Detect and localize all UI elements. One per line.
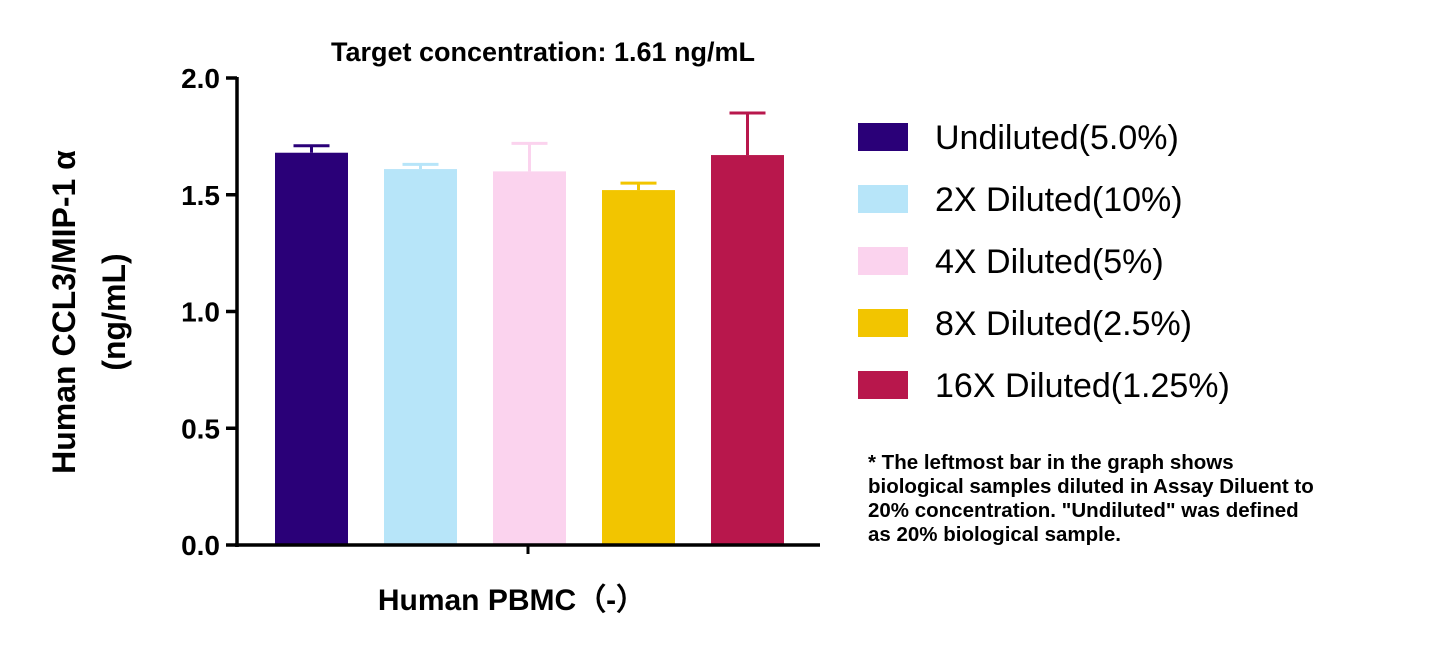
y-axis-label: Human CCL3/MIP-1 α (ng/mL) bbox=[46, 150, 132, 474]
legend-label-4: 8X Diluted(2.5%) bbox=[935, 305, 1192, 343]
bar-1 bbox=[275, 152, 348, 545]
x-axis-label: Human PBMC（-） bbox=[378, 583, 646, 617]
y-axis-label-line-1: Human CCL3/MIP-1 α bbox=[46, 150, 82, 474]
chart-title: Target concentration: 1.61 ng/mL bbox=[331, 37, 755, 67]
footnote-line-2: biological samples diluted in Assay Dilu… bbox=[868, 475, 1314, 498]
y-ticks: 0.0 0.5 1.0 1.5 2.0 bbox=[181, 63, 237, 561]
footnote-line-3: 20% concentration. "Undiluted" was defin… bbox=[868, 499, 1299, 522]
bar-4 bbox=[602, 190, 675, 545]
y-tick-label-3: 1.5 bbox=[181, 180, 220, 211]
bar-5 bbox=[711, 155, 784, 545]
bar-2 bbox=[384, 169, 457, 545]
legend-label-3: 4X Diluted(5%) bbox=[935, 243, 1164, 281]
footnote-line-1: * The leftmost bar in the graph shows bbox=[868, 451, 1234, 474]
y-tick-label-1: 0.5 bbox=[181, 413, 220, 444]
legend: Undiluted(5.0%) 2X Diluted(10%) 4X Diluted… bbox=[858, 119, 1230, 405]
legend-swatch-4 bbox=[858, 309, 908, 337]
legend-label-5: 16X Diluted(1.25%) bbox=[935, 367, 1230, 405]
legend-label-2: 2X Diluted(10%) bbox=[935, 181, 1183, 219]
legend-label-1: Undiluted(5.0%) bbox=[935, 119, 1179, 157]
footnote-line-4: as 20% biological sample. bbox=[868, 523, 1121, 546]
legend-swatch-5 bbox=[858, 371, 908, 399]
bar-3 bbox=[493, 171, 566, 545]
y-tick-label-2: 1.0 bbox=[181, 297, 220, 328]
legend-swatch-1 bbox=[858, 123, 908, 151]
y-axis-label-line-2: (ng/mL) bbox=[96, 253, 132, 370]
footnote: * The leftmost bar in the graph shows bi… bbox=[868, 451, 1428, 547]
legend-swatch-3 bbox=[858, 247, 908, 275]
bars bbox=[275, 152, 784, 545]
y-tick-label-0: 0.0 bbox=[181, 530, 220, 561]
y-tick-label-4: 2.0 bbox=[181, 63, 220, 94]
legend-swatch-2 bbox=[858, 185, 908, 213]
error-bars bbox=[293, 111, 766, 191]
